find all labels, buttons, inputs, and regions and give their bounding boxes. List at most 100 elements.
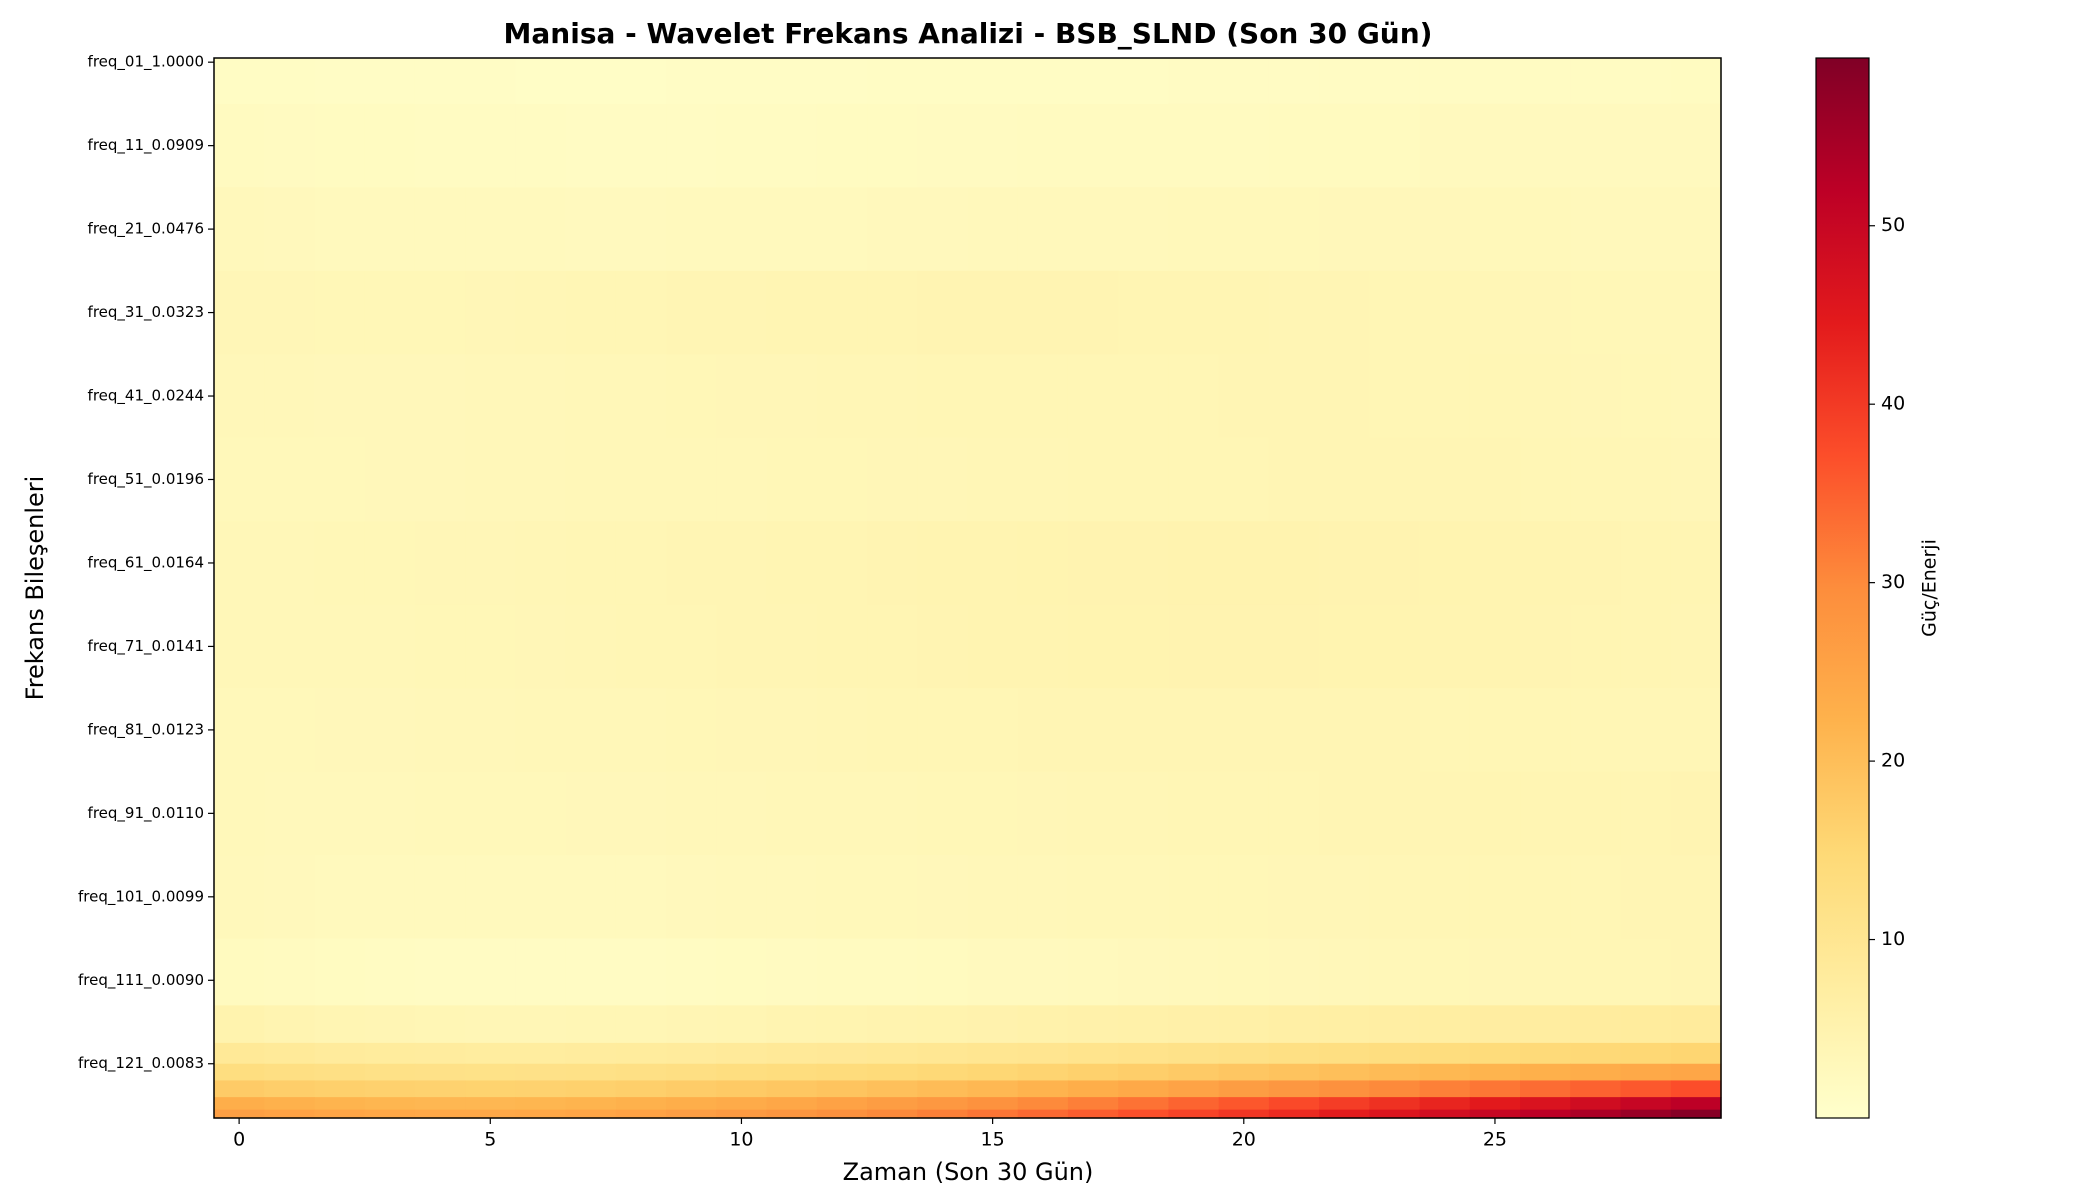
heatmap-cell [465, 103, 516, 188]
colorbar-tick-label: 40 [1881, 393, 1905, 415]
heatmap-cell [1168, 688, 1220, 773]
heatmap-cell [615, 1042, 667, 1065]
heatmap-cell [1168, 771, 1220, 856]
heatmap-cell [1268, 688, 1320, 773]
heatmap-cell [615, 187, 667, 272]
heatmap-cell [1168, 521, 1220, 606]
heatmap-cell [414, 437, 466, 522]
heatmap-cell [1218, 521, 1270, 606]
heatmap-cell [967, 437, 1019, 522]
heatmap-cell [1670, 688, 1722, 773]
heatmap-cell [1017, 1042, 1069, 1065]
x-tick-label: 20 [1232, 1129, 1256, 1151]
heatmap-cell [615, 270, 667, 355]
heatmap-cell [1168, 437, 1220, 522]
heatmap-cell [666, 855, 717, 940]
heatmap-cell [1570, 1042, 1622, 1065]
heatmap-cell [1520, 437, 1571, 522]
heatmap-cell [1268, 1097, 1320, 1111]
heatmap-cell [264, 938, 316, 1006]
heatmap-cell [816, 1080, 868, 1098]
heatmap-cell [414, 938, 466, 1006]
heatmap-cell [1469, 437, 1521, 522]
heatmap-cell [1369, 270, 1421, 355]
heatmap-cell [264, 187, 316, 272]
heatmap-cell [1369, 1109, 1421, 1119]
heatmap-cell [414, 1042, 466, 1065]
heatmap-cell [1218, 270, 1270, 355]
heatmap-cell [1469, 855, 1521, 940]
heatmap-cell [1319, 771, 1370, 856]
heatmap-cell [1118, 354, 1170, 439]
heatmap-cell [1620, 1097, 1672, 1111]
heatmap-cell [314, 1080, 366, 1098]
heatmap-cell [766, 103, 818, 188]
heatmap-cell [867, 354, 918, 439]
heatmap-cell [967, 688, 1019, 773]
heatmap-cell [1620, 688, 1672, 773]
heatmap-cell [917, 270, 969, 355]
heatmap-cell [264, 437, 316, 522]
heatmap-cell [766, 437, 818, 522]
heatmap-cell [1017, 270, 1069, 355]
heatmap-cell [716, 1005, 768, 1044]
heatmap-cell [1620, 1005, 1672, 1044]
heatmap-cell [1268, 1042, 1320, 1065]
heatmap-cell [1620, 1109, 1672, 1119]
heatmap-cell [314, 521, 366, 606]
heatmap-cell [1570, 187, 1622, 272]
heatmap-cell [364, 1042, 416, 1065]
heatmap-cell [1168, 604, 1220, 689]
heatmap-cell [1570, 604, 1622, 689]
heatmap-cell [1268, 437, 1320, 522]
heatmap-cell [1670, 187, 1722, 272]
heatmap-cell [314, 855, 366, 940]
heatmap-cell [515, 688, 567, 773]
heatmap-cell [666, 354, 717, 439]
heatmap-cell [1067, 103, 1119, 188]
heatmap-cell [1319, 1080, 1370, 1098]
heatmap-cell [816, 1063, 868, 1082]
heatmap-cell [615, 1109, 667, 1119]
heatmap-cell [1017, 521, 1069, 606]
heatmap-cell [615, 354, 667, 439]
heatmap-cell [414, 1080, 466, 1098]
heatmap-cell [1268, 270, 1320, 355]
heatmap-cell [1570, 103, 1622, 188]
heatmap-cell [364, 688, 416, 773]
heatmap-cell [264, 58, 316, 105]
heatmap-cell [967, 1097, 1019, 1111]
heatmap-cell [214, 1109, 265, 1119]
heatmap-cell [1218, 1080, 1270, 1098]
heatmap-cell [615, 103, 667, 188]
heatmap-cell [1620, 1063, 1672, 1082]
y-tick-label: freq_71_0.0141 [88, 637, 204, 656]
heatmap-cell [1620, 437, 1672, 522]
heatmap-cell [816, 1005, 868, 1044]
heatmap-cell [1670, 354, 1722, 439]
heatmap-cell [1570, 771, 1622, 856]
heatmap-cell [1670, 1042, 1722, 1065]
heatmap-cell [1268, 58, 1320, 105]
heatmap-cell [314, 270, 366, 355]
heatmap-cell [666, 1063, 717, 1082]
heatmap-cell [816, 1042, 868, 1065]
heatmap-cell [565, 58, 617, 105]
heatmap-cell [565, 1080, 617, 1098]
heatmap-cell [515, 270, 567, 355]
heatmap-cell [1067, 437, 1119, 522]
heatmap-cell [1369, 521, 1421, 606]
heatmap-cell [1017, 103, 1069, 188]
heatmap-cell [1017, 938, 1069, 1006]
heatmap-cell [1419, 187, 1471, 272]
heatmap-cell [716, 1063, 768, 1082]
y-tick-label: freq_101_0.0099 [78, 887, 204, 906]
heatmap-cell [615, 938, 667, 1006]
heatmap-cell [967, 771, 1019, 856]
heatmap-cell [1469, 1005, 1521, 1044]
heatmap-cell [1218, 103, 1270, 188]
heatmap-cell [1419, 1109, 1471, 1119]
heatmap-cell [917, 1097, 969, 1111]
heatmap-cell [917, 1063, 969, 1082]
